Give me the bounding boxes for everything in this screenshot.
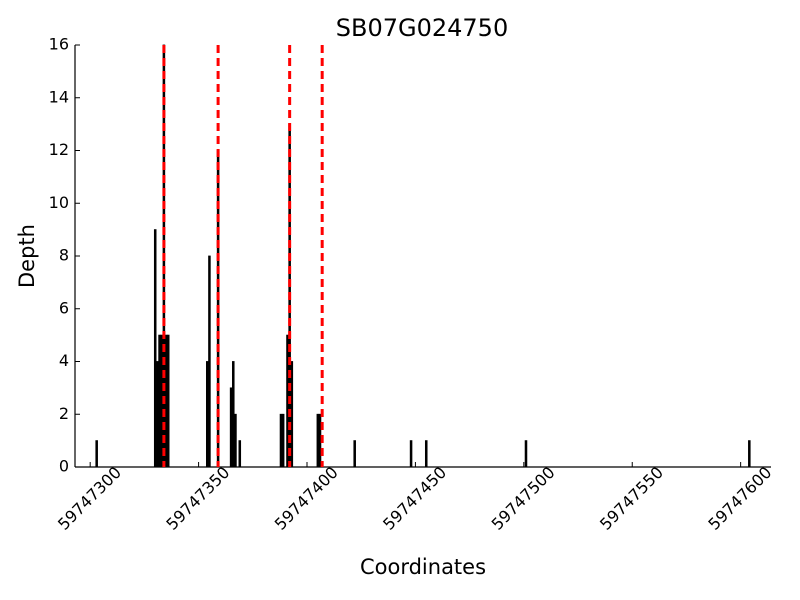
bar <box>208 255 211 468</box>
y-tick-label: 6 <box>59 298 69 317</box>
y-tick-label: 12 <box>49 140 69 159</box>
y-tick-label: 0 <box>59 457 69 476</box>
x-tick-label: 59747350 <box>162 463 233 534</box>
y-tick-label: 14 <box>49 87 69 106</box>
x-tick-label: 59747500 <box>488 463 559 534</box>
y-axis-label: Depth <box>15 224 39 288</box>
bar <box>286 334 289 468</box>
bar <box>290 361 294 468</box>
bar <box>279 413 283 468</box>
bar <box>229 387 233 468</box>
bar <box>316 413 320 468</box>
chart-title: SB07G024750 <box>336 14 508 42</box>
x-axis-label: Coordinates <box>360 555 486 579</box>
bar <box>95 440 98 468</box>
bar <box>424 440 428 468</box>
bar <box>238 440 242 468</box>
bar <box>156 361 159 468</box>
bar <box>205 361 209 468</box>
bar <box>353 440 356 468</box>
bar <box>166 334 170 468</box>
bar <box>164 334 168 468</box>
y-tick-label: 2 <box>59 404 69 423</box>
y-tick-label: 16 <box>49 35 69 54</box>
y-tick-label: 10 <box>49 193 69 212</box>
bar <box>318 413 322 468</box>
y-tick-label: 4 <box>59 351 69 370</box>
x-tick-label: 59747600 <box>704 463 775 534</box>
bar <box>409 440 413 468</box>
bar <box>748 440 751 468</box>
y-tick-label: 8 <box>59 246 69 265</box>
bar <box>281 413 285 468</box>
bar <box>232 361 235 468</box>
x-tick-label: 59747550 <box>596 463 667 534</box>
bar <box>160 334 163 468</box>
bar <box>158 334 161 468</box>
bar <box>153 229 157 468</box>
x-tick-label: 59747450 <box>379 463 450 534</box>
bar <box>524 440 528 468</box>
bar <box>234 413 237 468</box>
x-tick-label: 59747400 <box>271 463 342 534</box>
